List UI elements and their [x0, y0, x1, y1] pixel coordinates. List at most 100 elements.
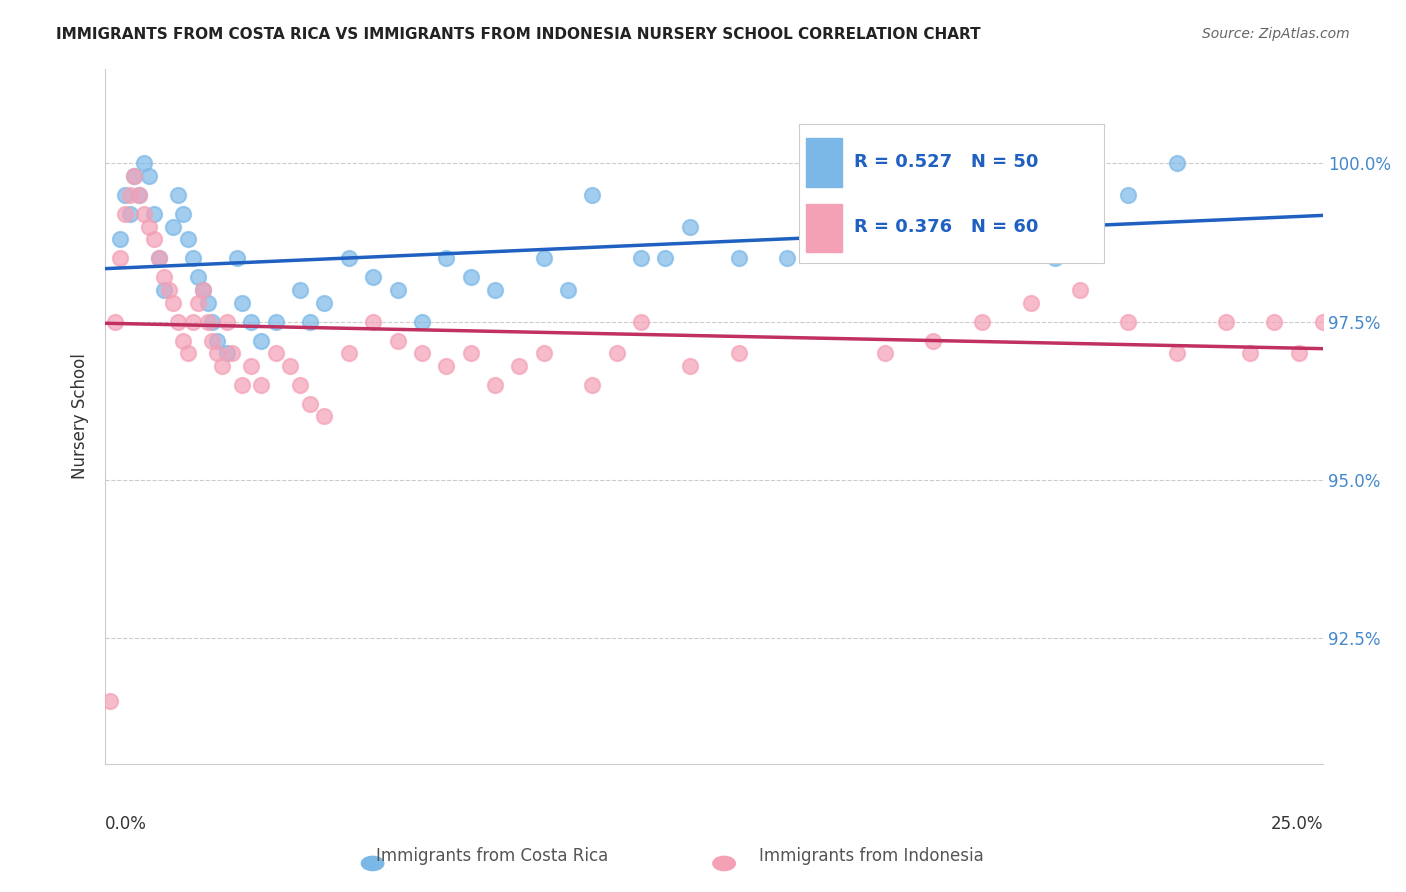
Point	[264, 315, 287, 329]
Point	[207, 346, 229, 360]
Point	[298, 315, 321, 329]
Point	[148, 252, 170, 266]
Point	[114, 207, 136, 221]
Point	[138, 219, 160, 234]
Point	[134, 156, 156, 170]
Point	[434, 252, 457, 266]
Point	[873, 346, 896, 360]
Point	[142, 207, 165, 221]
Point	[337, 346, 360, 360]
Point	[460, 346, 482, 360]
Point	[630, 252, 652, 266]
Point	[776, 252, 799, 266]
Point	[197, 315, 219, 329]
Point	[215, 315, 238, 329]
Point	[581, 377, 603, 392]
Point	[191, 283, 214, 297]
Point	[679, 219, 702, 234]
Point	[181, 315, 204, 329]
Point	[152, 270, 174, 285]
Point	[124, 169, 146, 183]
Point	[460, 270, 482, 285]
Point	[1116, 188, 1139, 202]
Point	[1215, 315, 1237, 329]
Point	[825, 219, 848, 234]
Point	[250, 377, 273, 392]
Point	[187, 295, 209, 310]
Text: 25.0%: 25.0%	[1271, 815, 1323, 833]
Point	[606, 346, 628, 360]
Point	[533, 346, 555, 360]
Point	[727, 346, 749, 360]
Point	[1166, 346, 1188, 360]
Point	[240, 315, 263, 329]
Point	[225, 252, 247, 266]
Point	[288, 377, 311, 392]
Point	[187, 270, 209, 285]
Point	[533, 252, 555, 266]
Point	[177, 232, 200, 246]
Point	[922, 334, 945, 348]
Point	[1116, 315, 1139, 329]
Point	[118, 207, 141, 221]
Point	[177, 346, 200, 360]
Point	[181, 252, 204, 266]
Point	[152, 283, 174, 297]
Point	[240, 359, 263, 373]
Point	[162, 295, 184, 310]
Point	[250, 334, 273, 348]
Y-axis label: Nursery School: Nursery School	[72, 353, 89, 479]
Text: Immigrants from Costa Rica: Immigrants from Costa Rica	[375, 847, 609, 865]
Point	[167, 188, 190, 202]
Text: IMMIGRANTS FROM COSTA RICA VS IMMIGRANTS FROM INDONESIA NURSERY SCHOOL CORRELATI: IMMIGRANTS FROM COSTA RICA VS IMMIGRANTS…	[56, 27, 981, 42]
Point	[167, 315, 190, 329]
Point	[314, 295, 336, 310]
Point	[128, 188, 150, 202]
Point	[1019, 295, 1042, 310]
Point	[654, 252, 676, 266]
Point	[1312, 315, 1334, 329]
Point	[142, 232, 165, 246]
Point	[201, 315, 224, 329]
Point	[314, 409, 336, 424]
Point	[1239, 346, 1261, 360]
Point	[108, 232, 131, 246]
Point	[630, 315, 652, 329]
Point	[201, 334, 224, 348]
Point	[1043, 252, 1066, 266]
Point	[581, 188, 603, 202]
Point	[484, 377, 506, 392]
Point	[118, 188, 141, 202]
Point	[557, 283, 579, 297]
Point	[157, 283, 180, 297]
Point	[972, 315, 994, 329]
Text: Source: ZipAtlas.com: Source: ZipAtlas.com	[1202, 27, 1350, 41]
Point	[679, 359, 702, 373]
Point	[411, 315, 433, 329]
Point	[434, 359, 457, 373]
Point	[1263, 315, 1285, 329]
Point	[172, 334, 194, 348]
Point	[104, 315, 127, 329]
Point	[1166, 156, 1188, 170]
Point	[337, 252, 360, 266]
Point	[128, 188, 150, 202]
Point	[361, 315, 384, 329]
Point	[211, 359, 233, 373]
Point	[172, 207, 194, 221]
Point	[922, 207, 945, 221]
Point	[148, 252, 170, 266]
Point	[411, 346, 433, 360]
Point	[508, 359, 530, 373]
Text: Immigrants from Indonesia: Immigrants from Indonesia	[759, 847, 984, 865]
Point	[162, 219, 184, 234]
Point	[361, 270, 384, 285]
Point	[264, 346, 287, 360]
Point	[1288, 346, 1310, 360]
Point	[191, 283, 214, 297]
Point	[108, 252, 131, 266]
Point	[298, 397, 321, 411]
Point	[138, 169, 160, 183]
Point	[484, 283, 506, 297]
Point	[215, 346, 238, 360]
